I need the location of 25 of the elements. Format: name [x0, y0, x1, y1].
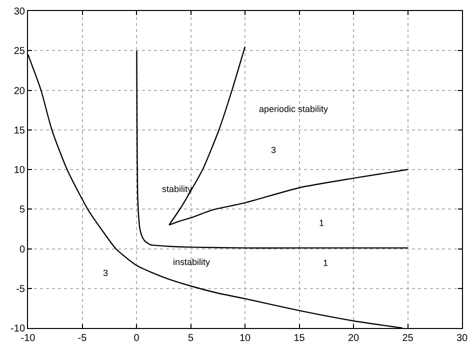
y-tick-label: -10	[10, 324, 26, 334]
y-tick-label: 15	[14, 125, 26, 136]
x-tick-label: 15	[294, 333, 306, 344]
y-tick-label: 25	[14, 46, 26, 58]
y-tick-label: -5	[16, 284, 26, 295]
x-tick-label: 30	[456, 333, 468, 344]
annotation: 3	[103, 268, 108, 278]
x-tick-label: 10	[239, 333, 251, 344]
x-tick-label: 25	[402, 333, 414, 344]
annotation: instability	[173, 257, 211, 267]
line-series	[136, 50, 408, 249]
y-tick-label: 5	[19, 204, 26, 216]
annotation: 1	[319, 218, 324, 228]
y-tick-label: 30	[14, 6, 26, 18]
x-tick-label: 5	[188, 333, 194, 344]
annotation: aperiodic stability	[259, 104, 329, 114]
y-tick-label: 20	[14, 86, 26, 97]
y-tick-label: 0	[19, 244, 26, 256]
x-tick-label: 0	[134, 333, 140, 344]
annotation: 1	[323, 258, 328, 268]
y-tick-label: 10	[14, 165, 26, 176]
annotation: 3	[271, 145, 276, 155]
x-tick-label: 20	[348, 333, 360, 344]
x-tick-label: -5	[78, 333, 88, 344]
annotation: stability	[162, 184, 193, 194]
